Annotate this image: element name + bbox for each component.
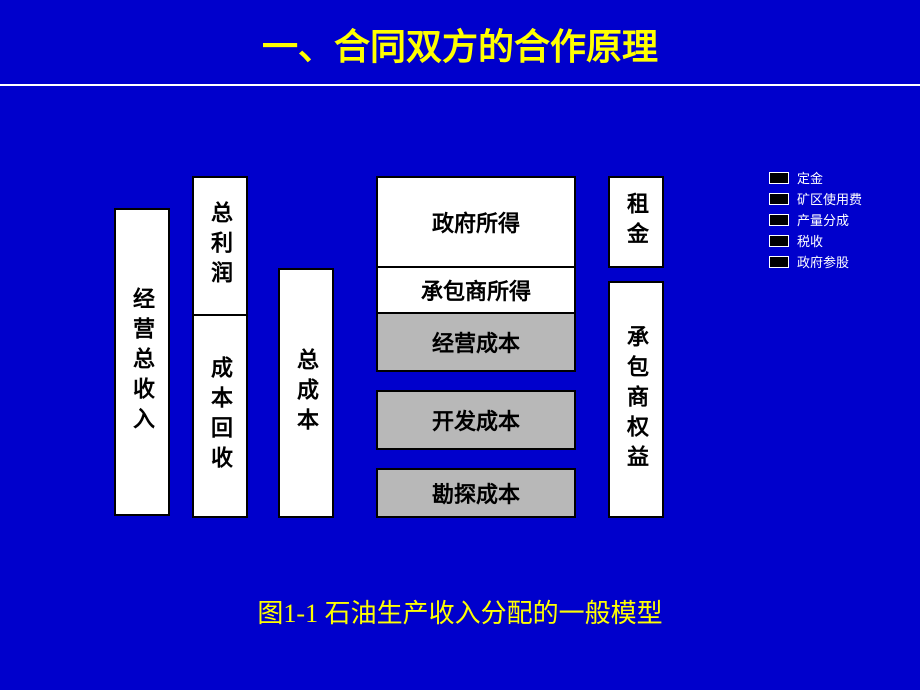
legend-item: 定金 <box>769 168 862 187</box>
seg-operating-cost-label: 经营成本 <box>432 326 520 358</box>
seg-exploration-cost: 勘探成本 <box>376 468 576 518</box>
legend: 定金 矿区使用费 产量分成 税收 政府参股 <box>769 168 862 273</box>
legend-swatch <box>769 193 789 205</box>
legend-swatch <box>769 256 789 268</box>
figure-caption: 图1-1 石油生产收入分配的一般模型 <box>0 593 920 630</box>
col-total-profit: 总利润 <box>192 176 248 316</box>
page-title: 一、合同双方的合作原理 <box>0 0 920 84</box>
col-cost-recovery: 成本回收 <box>192 314 248 518</box>
col-total-profit-label: 总利润 <box>204 201 236 291</box>
legend-item: 政府参股 <box>769 252 862 271</box>
col-contractor-equity: 承包商权益 <box>608 281 664 518</box>
title-underline <box>0 84 920 86</box>
col-rent: 租金 <box>608 176 664 268</box>
seg-development-cost: 开发成本 <box>376 390 576 450</box>
col-cost-recovery-label: 成本回收 <box>204 356 236 476</box>
seg-government-income-label: 政府所得 <box>432 206 520 238</box>
seg-development-cost-label: 开发成本 <box>432 404 520 436</box>
col-contractor-equity-label: 承包商权益 <box>620 325 652 475</box>
legend-label: 政府参股 <box>797 252 849 271</box>
col-total-cost-label: 总成本 <box>290 348 322 438</box>
seg-contractor-income-label: 承包商所得 <box>421 274 531 306</box>
seg-exploration-cost-label: 勘探成本 <box>432 477 520 509</box>
legend-item: 产量分成 <box>769 210 862 229</box>
legend-label: 定金 <box>797 168 823 187</box>
legend-swatch <box>769 235 789 247</box>
legend-label: 产量分成 <box>797 210 849 229</box>
seg-contractor-income: 承包商所得 <box>376 266 576 314</box>
legend-label: 税收 <box>797 231 823 250</box>
legend-swatch <box>769 214 789 226</box>
legend-item: 税收 <box>769 231 862 250</box>
col-total-income-label: 经营总收入 <box>126 287 158 437</box>
legend-swatch <box>769 172 789 184</box>
col-total-cost: 总成本 <box>278 268 334 518</box>
col-total-income: 经营总收入 <box>114 208 170 516</box>
seg-government-income: 政府所得 <box>376 176 576 268</box>
seg-operating-cost: 经营成本 <box>376 312 576 372</box>
legend-label: 矿区使用费 <box>797 189 862 208</box>
legend-item: 矿区使用费 <box>769 189 862 208</box>
col-rent-label: 租金 <box>620 192 652 252</box>
